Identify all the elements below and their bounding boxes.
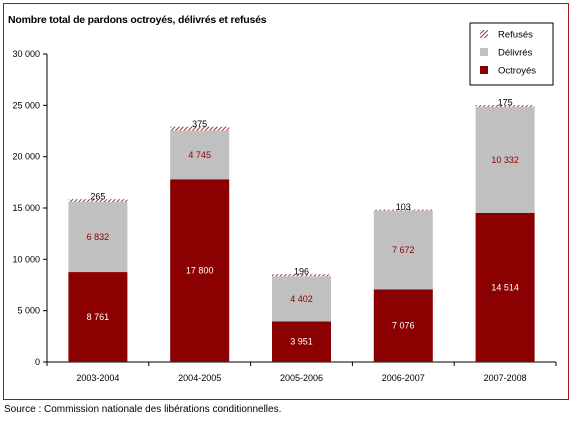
- data-label: 17 800: [186, 266, 214, 276]
- bar-refuses: [373, 209, 433, 211]
- data-label: 7 076: [392, 321, 415, 331]
- data-label: 14 514: [491, 282, 519, 292]
- bars: 8 761 6 832 265 2003-2004 17 800 4 745 375 2004…: [68, 98, 535, 383]
- data-label: 8 761: [87, 312, 110, 322]
- x-tick-label: 2005-2006: [280, 373, 323, 383]
- legend-swatch: [480, 30, 488, 38]
- x-tick-label: 2003-2004: [76, 373, 119, 383]
- data-label: 6 832: [87, 232, 110, 242]
- data-label: 4 402: [290, 294, 313, 304]
- data-label: 103: [396, 202, 411, 212]
- data-label: 375: [192, 119, 207, 129]
- bar-octroyes: [272, 321, 331, 362]
- bar-delivres: [475, 106, 535, 213]
- y-tick-label: 5 000: [17, 306, 40, 316]
- y-tick-label: 30 000: [12, 49, 40, 59]
- bar-refuses: [272, 274, 331, 277]
- y-tick-label: 15 000: [12, 203, 40, 213]
- x-tick-label: 2004-2005: [178, 373, 221, 383]
- bar-delivres: [373, 210, 433, 290]
- bar-delivres: [170, 130, 230, 180]
- bar-octroyes: [170, 179, 230, 362]
- bar-refuses: [68, 199, 128, 202]
- legend: Refusés Délivrés Octroyés: [469, 22, 554, 86]
- data-label: 10 332: [491, 155, 519, 165]
- source-note: Source : Commission nationale des libéra…: [4, 404, 282, 415]
- data-label: 7 672: [392, 245, 415, 255]
- bar-delivres: [272, 276, 331, 322]
- legend-label: Refusés: [498, 30, 533, 41]
- chart-title: Nombre total de pardons octroyés, délivr…: [8, 14, 267, 26]
- y-tick-label: 25 000: [12, 100, 40, 110]
- y-tick-label: 10 000: [12, 254, 40, 264]
- x-tick-label: 2007-2008: [484, 373, 527, 383]
- legend-swatch: [480, 48, 488, 56]
- data-label: 196: [294, 267, 309, 277]
- data-label: 265: [90, 192, 105, 202]
- bar-octroyes: [475, 212, 535, 362]
- data-label: 4 745: [188, 150, 211, 160]
- legend-swatch: [480, 66, 488, 74]
- bar-refuses: [170, 126, 230, 131]
- legend-label: Délivrés: [498, 48, 533, 59]
- data-label: 3 951: [290, 337, 313, 347]
- bar-refuses: [475, 105, 535, 107]
- y-tick-label: 20 000: [12, 152, 40, 162]
- bar-octroyes: [68, 272, 128, 362]
- bar-octroyes: [373, 289, 433, 362]
- bar-delivres: [68, 201, 128, 273]
- legend-label: Octroyés: [498, 66, 536, 77]
- x-tick-label: 2006-2007: [382, 373, 425, 383]
- data-label: 175: [498, 98, 513, 108]
- y-tick-label: 0: [35, 357, 40, 367]
- axes: 0 5 000 10 000 15 000 20 000 25 000 30 000: [12, 49, 557, 367]
